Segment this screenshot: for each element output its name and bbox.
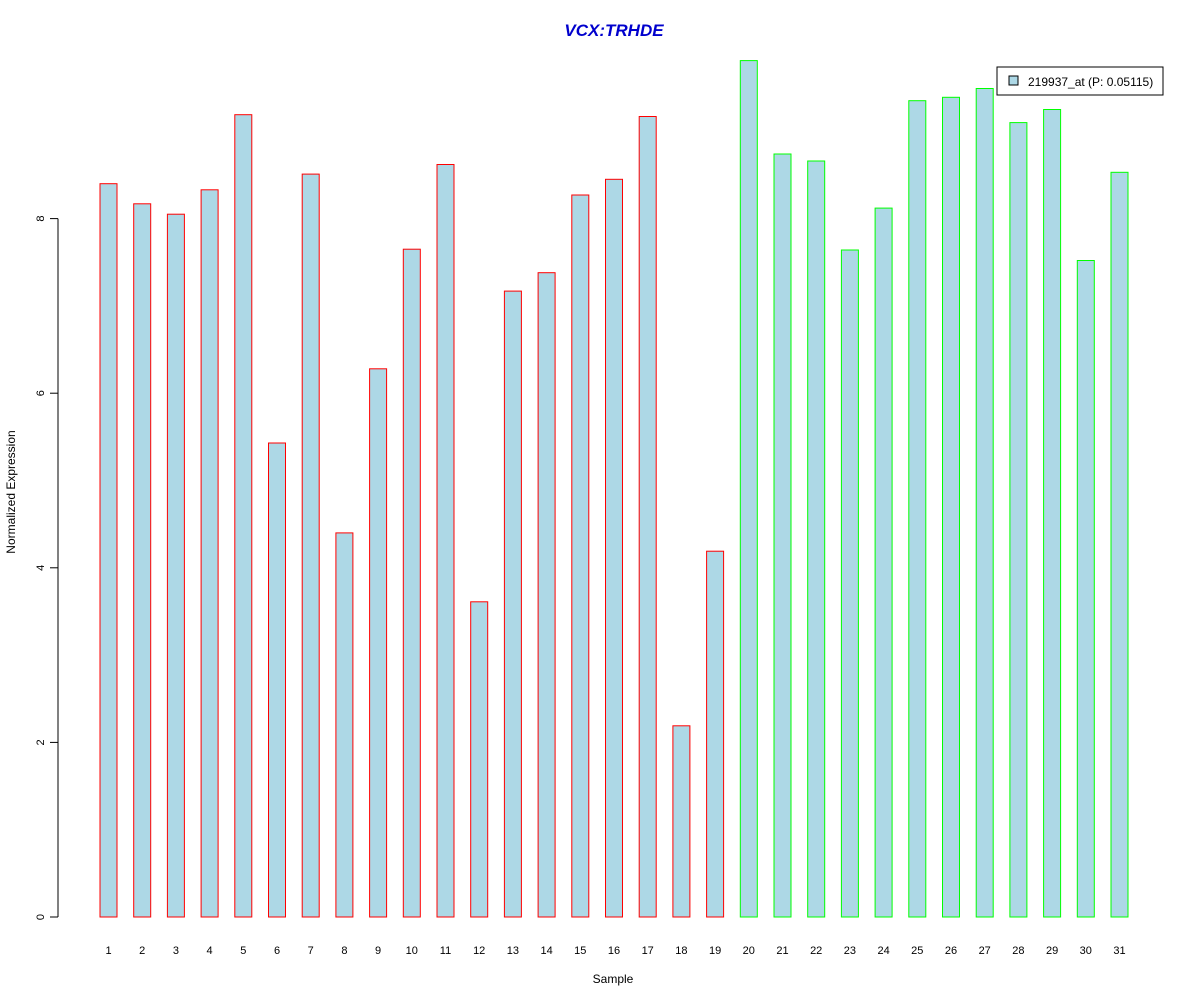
bar-sample-19 <box>706 550 725 918</box>
bar-sample-12 <box>470 601 489 918</box>
x-tick-label: 20 <box>743 945 755 957</box>
x-axis-label: Sample <box>593 972 634 986</box>
bar-sample-18 <box>672 725 691 918</box>
x-tick-label: 5 <box>240 945 246 957</box>
x-tick-label: 12 <box>473 945 485 957</box>
x-tick-label: 19 <box>709 945 721 957</box>
x-tick-label: 4 <box>207 945 213 957</box>
x-tick-label: 30 <box>1080 945 1092 957</box>
bar-sample-21 <box>773 153 792 918</box>
x-tick-label: 18 <box>675 945 687 957</box>
x-tick-label: 10 <box>406 945 418 957</box>
bar-sample-31 <box>1110 171 1129 918</box>
bar-sample-25 <box>908 100 927 918</box>
bar-sample-24 <box>874 207 893 918</box>
bar-sample-11 <box>436 164 455 918</box>
bar-sample-17 <box>638 116 657 918</box>
x-tick-label: 14 <box>540 945 552 957</box>
y-tick-label: 2 <box>35 739 47 745</box>
bar-sample-16 <box>605 178 623 918</box>
legend-box <box>996 66 1164 96</box>
x-tick-label: 6 <box>274 945 280 957</box>
x-tick-label: 16 <box>608 945 620 957</box>
bar-sample-5 <box>234 114 253 918</box>
x-tick-label: 11 <box>440 945 451 957</box>
x-tick-labels: 1 2 3 4 5 6 7 8 9 10 11 12 13 14 15 16 17 18 19 20 21 22 23 24 2… <box>105 945 1125 957</box>
x-tick-label: 26 <box>945 945 957 957</box>
legend: 219937_at (P: 0.05115) <box>996 66 1164 96</box>
y-tick-label: 0 <box>35 914 47 920</box>
bar-sample-14 <box>537 272 556 918</box>
y-tick-label: 4 <box>35 565 47 571</box>
bar-sample-1 <box>99 183 118 918</box>
bar-sample-26 <box>942 96 960 918</box>
x-tick-label: 17 <box>642 945 654 957</box>
bar-sample-3 <box>166 213 185 918</box>
bar-sample-15 <box>571 194 590 918</box>
bar-sample-13 <box>503 290 522 918</box>
x-tick-label: 15 <box>574 945 586 957</box>
x-tick-label: 31 <box>1113 945 1125 957</box>
bar-sample-27 <box>975 88 994 918</box>
x-tick-label: 9 <box>375 945 381 957</box>
x-tick-label: 29 <box>1046 945 1058 957</box>
x-tick-label: 27 <box>979 945 991 957</box>
x-tick-label: 2 <box>139 945 145 957</box>
x-tick-label: 8 <box>341 945 347 957</box>
x-tick-label: 1 <box>105 945 111 957</box>
x-tick-label: 3 <box>173 945 179 957</box>
bar-sample-9 <box>369 368 388 918</box>
legend-swatch <box>1008 75 1019 86</box>
bar-sample-28 <box>1009 122 1028 918</box>
chart-title: VCX:TRHDE <box>564 21 664 40</box>
y-axis: 0 2 4 6 8 <box>35 216 59 920</box>
x-tick-label: 28 <box>1012 945 1024 957</box>
bar-sample-29 <box>1043 109 1062 918</box>
y-tick-label: 6 <box>35 390 47 396</box>
x-tick-label: 21 <box>776 945 788 957</box>
bar-sample-8 <box>335 532 354 918</box>
bar-sample-23 <box>840 249 859 918</box>
bar-sample-10 <box>402 248 421 918</box>
bar-sample-30 <box>1076 260 1095 918</box>
x-tick-label: 7 <box>308 945 314 957</box>
x-tick-label: 23 <box>844 945 856 957</box>
bar-sample-7 <box>301 173 320 918</box>
x-tick-label: 25 <box>911 945 923 957</box>
x-tick-label: 13 <box>507 945 519 957</box>
bar-sample-20 <box>739 60 758 918</box>
x-tick-label: 22 <box>810 945 822 957</box>
y-axis-label: Normalized Expression <box>4 430 18 553</box>
bar-sample-22 <box>807 160 826 918</box>
bar-sample-6 <box>268 442 286 918</box>
y-tick-label: 8 <box>35 216 47 222</box>
x-tick-label: 24 <box>877 945 889 957</box>
bars <box>99 60 1129 918</box>
bar-sample-4 <box>200 189 219 918</box>
legend-label: 219937_at (P: 0.05115) <box>1028 75 1153 89</box>
bar-sample-2 <box>133 203 152 918</box>
